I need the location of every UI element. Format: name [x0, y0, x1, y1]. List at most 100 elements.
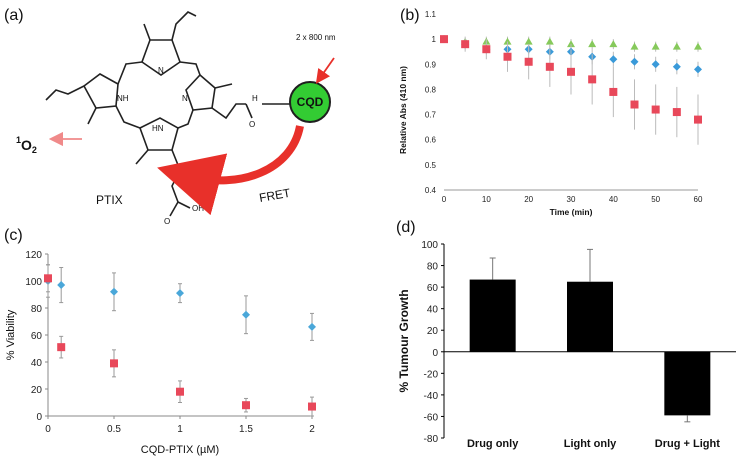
data-point [651, 42, 660, 50]
category-label: Drug + Light [655, 438, 720, 450]
x-axis-label: Time (min) [550, 207, 593, 217]
y-tick-label: 40 [31, 358, 43, 369]
data-point [503, 52, 512, 61]
cqd-nanoparticle [289, 81, 331, 123]
bar [567, 281, 613, 352]
y-tick-label: 100 [25, 277, 42, 288]
category-label: Light only [564, 438, 617, 450]
data-point [588, 75, 597, 84]
data-point [609, 40, 618, 48]
y-tick-label: -80 [424, 434, 439, 445]
y-tick-label: -40 [424, 391, 439, 402]
data-point [110, 359, 118, 368]
porphyrin-structure [45, 11, 290, 217]
x-tick-label: 60 [694, 195, 703, 204]
data-point [672, 62, 681, 71]
data-point [242, 401, 250, 410]
x-tick-label: 30 [567, 195, 576, 204]
pyrrole-ring-top [141, 39, 181, 76]
data-point [567, 40, 575, 48]
chart-d: -80 -60 -40 -20 0 20 40 60 80 100 % Tumour Growth D… [397, 240, 736, 450]
pyrrole-ring-left [82, 73, 119, 109]
singlet-oxygen-label: 1O2 [16, 135, 37, 155]
atom-oh-acid: OH [192, 204, 204, 213]
atom-nh: NH [117, 94, 129, 103]
x-tick-label: 0 [45, 424, 51, 435]
bar [469, 279, 516, 352]
data-point [242, 310, 250, 319]
x-tick-label: 2 [309, 424, 315, 435]
excitation-label: 2 x 800 nm [296, 33, 336, 42]
data-point [482, 45, 491, 54]
y-tick-label: 0.8 [425, 85, 437, 94]
y-tick-label: -60 [424, 412, 439, 423]
panel-a: (a) NH N N HN [4, 7, 336, 226]
x-tick-label: 20 [524, 195, 533, 204]
data-point [694, 115, 702, 124]
panel-c-label: (c) [4, 227, 23, 244]
atom-n-right: N [182, 94, 188, 103]
data-point [545, 37, 554, 45]
y-tick-label: 0 [36, 412, 42, 423]
data-point [588, 40, 597, 48]
chart-b: 0 10 20 30 40 50 60 0.4 0.5 0.6 0.7 0.8 0.9 1 1.1 Time … [398, 10, 703, 217]
panel-d: (d) -80 -60 -40 -20 0 20 40 60 80 100 % Tumour Gro… [396, 219, 736, 450]
pyrrole-ring-right [185, 73, 216, 111]
fret-label: FRET [258, 186, 292, 205]
data-point [461, 40, 470, 49]
data-point [694, 42, 702, 50]
x-tick-label: 10 [482, 195, 491, 204]
x-tick-label: 40 [609, 195, 618, 204]
y-tick-label: 0 [432, 348, 438, 359]
y-tick-label: 120 [25, 250, 42, 261]
panel-d-label: (d) [396, 219, 416, 236]
data-point [609, 55, 618, 64]
excitation-arrow [315, 57, 335, 84]
data-point [630, 100, 639, 109]
y-tick-label: 40 [427, 305, 439, 316]
data-point [609, 87, 618, 96]
y-tick-label: 0.5 [425, 161, 437, 170]
data-point [176, 289, 184, 298]
x-tick-label: 0 [442, 195, 447, 204]
category-label: Drug only [467, 438, 519, 450]
data-point [651, 105, 660, 114]
data-point [308, 322, 316, 331]
atom-o-acid: O [164, 217, 170, 226]
data-point [110, 287, 118, 296]
data-point [308, 402, 316, 411]
x-tick-label: 1.5 [239, 424, 253, 435]
data-point [176, 387, 184, 396]
data-point [44, 274, 52, 283]
y-tick-label: 1 [432, 35, 437, 44]
data-point [672, 42, 681, 50]
y-tick-label: 20 [31, 385, 43, 396]
x-tick-label: 0.5 [107, 424, 121, 435]
y-tick-label: 80 [427, 262, 439, 273]
x-axis-label: CQD-PTIX (µM) [141, 444, 219, 456]
data-point [57, 281, 66, 290]
cqd-label: CQD [297, 95, 324, 109]
panel-a-label: (a) [4, 7, 24, 24]
data-point [651, 60, 660, 69]
atom-h-amide: H [252, 94, 258, 103]
panel-b: (b) 0 10 20 30 40 50 60 0.4 0.5 0.6 0.7 0.8 0.9 1 1.1 T… [398, 7, 703, 217]
bar [664, 351, 711, 416]
atom-o-amide: O [249, 120, 255, 129]
y-tick-label: 60 [31, 331, 43, 342]
y-tick-label: 20 [427, 326, 439, 337]
y-tick-label: 0.4 [425, 186, 437, 195]
data-point [630, 57, 639, 66]
y-axis-label: Relative Abs (410 nm) [398, 66, 408, 154]
data-point [694, 65, 702, 74]
data-point [672, 108, 681, 117]
y-tick-label: 0.9 [425, 60, 437, 69]
x-tick-label: 1 [177, 424, 183, 435]
molecule-name: PTIX [96, 193, 123, 207]
data-point [57, 343, 66, 352]
y-tick-label: 80 [31, 304, 43, 315]
data-point [630, 42, 639, 50]
data-point [545, 62, 554, 71]
